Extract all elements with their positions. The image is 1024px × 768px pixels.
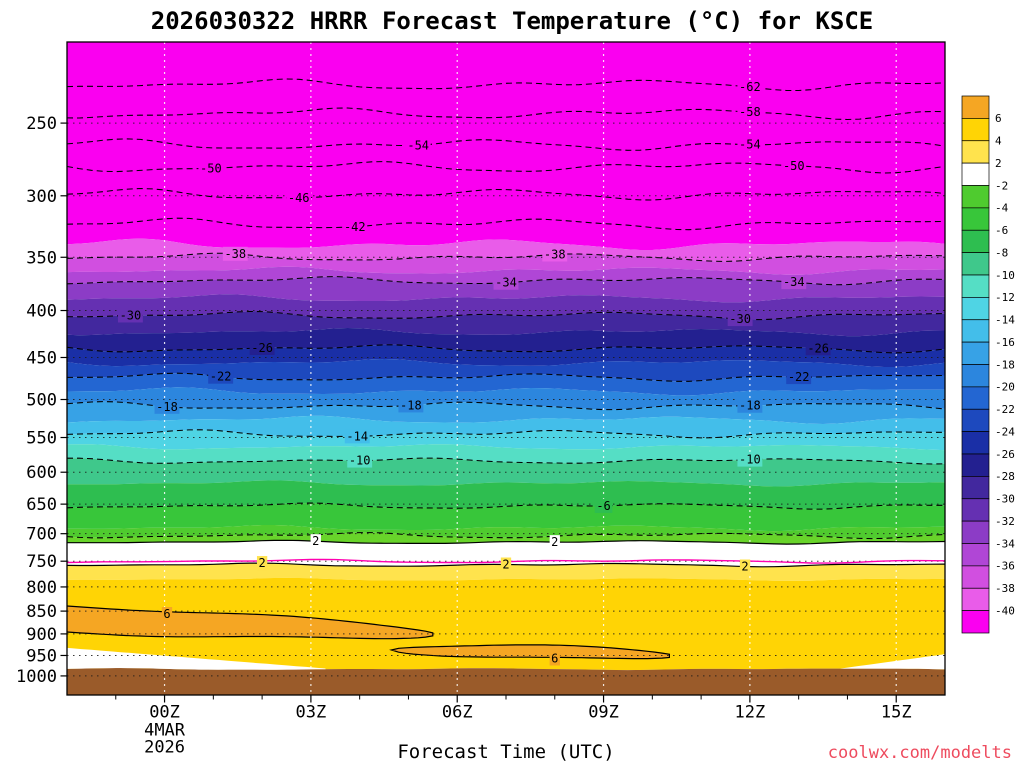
svg-text:450: 450 [26, 348, 57, 368]
svg-text:-62: -62 [739, 80, 761, 94]
svg-text:-14: -14 [995, 314, 1015, 327]
gridlines [67, 42, 945, 695]
svg-text:-36: -36 [995, 560, 1015, 573]
svg-text:-10: -10 [739, 453, 761, 467]
svg-text:-20: -20 [995, 381, 1015, 394]
svg-text:-40: -40 [995, 604, 1015, 617]
svg-text:350: 350 [26, 248, 57, 268]
svg-text:4: 4 [995, 135, 1002, 148]
page-title: 2026030322 HRRR Forecast Temperature (°C… [150, 7, 874, 35]
contour-labels: -62-58-54 -54-50 -50-46-42-38 -38-34 -34-30-… [117, 80, 831, 666]
svg-text:09Z: 09Z [588, 703, 619, 723]
svg-text:-18: -18 [156, 400, 178, 414]
svg-text:2: 2 [995, 157, 1002, 170]
svg-text:-4: -4 [995, 202, 1009, 215]
svg-text:2026: 2026 [144, 738, 185, 758]
svg-text:-58: -58 [739, 105, 761, 119]
svg-text:-28: -28 [995, 470, 1015, 483]
svg-text:03Z: 03Z [296, 703, 327, 723]
svg-text:500: 500 [26, 391, 57, 411]
pressure-axis: 250 300 350 400 450 500 550 600 650 700 750 800 850 9… [16, 114, 67, 687]
svg-text:-50: -50 [200, 161, 222, 175]
svg-text:-38: -38 [995, 582, 1015, 595]
svg-text:-18: -18 [400, 398, 422, 412]
svg-text:-22: -22 [995, 403, 1015, 416]
svg-text:600: 600 [26, 463, 57, 483]
svg-text:-54: -54 [407, 138, 429, 152]
svg-text:-46: -46 [288, 191, 310, 205]
svg-text:-6: -6 [596, 499, 610, 513]
svg-text:6: 6 [163, 607, 170, 621]
svg-text:-26: -26 [807, 341, 829, 355]
svg-text:850: 850 [26, 602, 57, 622]
svg-text:2: 2 [502, 558, 509, 572]
svg-text:-34: -34 [783, 275, 805, 289]
svg-text:6: 6 [551, 652, 558, 666]
svg-text:650: 650 [26, 495, 57, 515]
svg-text:700: 700 [26, 525, 57, 545]
svg-text:-34: -34 [995, 537, 1015, 550]
svg-text:-6: -6 [995, 224, 1008, 237]
svg-text:2: 2 [741, 560, 748, 574]
svg-text:-8: -8 [995, 246, 1008, 259]
svg-text:-34: -34 [495, 276, 517, 290]
svg-text:-32: -32 [995, 515, 1015, 528]
svg-text:-50: -50 [783, 159, 805, 173]
svg-text:-2: -2 [995, 179, 1008, 192]
svg-text:2: 2 [258, 556, 265, 570]
svg-text:-16: -16 [995, 336, 1015, 349]
svg-text:750: 750 [26, 552, 57, 572]
svg-text:950: 950 [26, 646, 57, 666]
svg-text:-38: -38 [224, 247, 246, 261]
svg-text:-18: -18 [739, 399, 761, 413]
svg-text:-18: -18 [995, 358, 1015, 371]
colorbar-legend: 6 4 2 -2 -4 -6 -8 -10 -12 -14 -16 -18 -20 -22 -24 -26 -2… [961, 95, 1015, 634]
svg-text:4MAR: 4MAR [144, 721, 186, 741]
overlay-features [67, 605, 945, 670]
svg-text:-30: -30 [995, 493, 1015, 506]
svg-text:-26: -26 [995, 448, 1015, 461]
x-axis-title: Forecast Time (UTC) [397, 741, 615, 763]
svg-text:15Z: 15Z [881, 703, 912, 723]
watermark-link[interactable]: coolwx.com/modelts [827, 743, 1012, 763]
svg-text:12Z: 12Z [735, 703, 766, 723]
svg-text:250: 250 [26, 114, 57, 134]
svg-text:300: 300 [26, 187, 57, 207]
svg-text:900: 900 [26, 625, 57, 645]
svg-text:-26: -26 [251, 341, 273, 355]
svg-text:-30: -30 [120, 308, 142, 322]
svg-text:2: 2 [312, 534, 319, 548]
svg-text:1000: 1000 [16, 667, 57, 687]
svg-text:-12: -12 [995, 291, 1015, 304]
svg-text:-54: -54 [739, 138, 761, 152]
svg-text:-22: -22 [210, 370, 232, 384]
svg-text:06Z: 06Z [442, 703, 473, 723]
svg-text:800: 800 [26, 578, 57, 598]
svg-text:-10: -10 [349, 454, 371, 468]
svg-text:6: 6 [995, 112, 1002, 125]
svg-text:-42: -42 [344, 220, 366, 234]
temperature-bands [67, 42, 945, 695]
svg-text:-30: -30 [729, 312, 751, 326]
svg-text:-22: -22 [788, 370, 810, 384]
svg-text:-38: -38 [544, 247, 566, 261]
svg-text:400: 400 [26, 302, 57, 322]
svg-text:-24: -24 [995, 425, 1015, 438]
svg-text:550: 550 [26, 429, 57, 449]
svg-text:-14: -14 [346, 429, 368, 443]
svg-text:2: 2 [551, 535, 558, 549]
svg-text:00Z: 00Z [149, 703, 180, 723]
svg-text:-10: -10 [995, 269, 1015, 282]
